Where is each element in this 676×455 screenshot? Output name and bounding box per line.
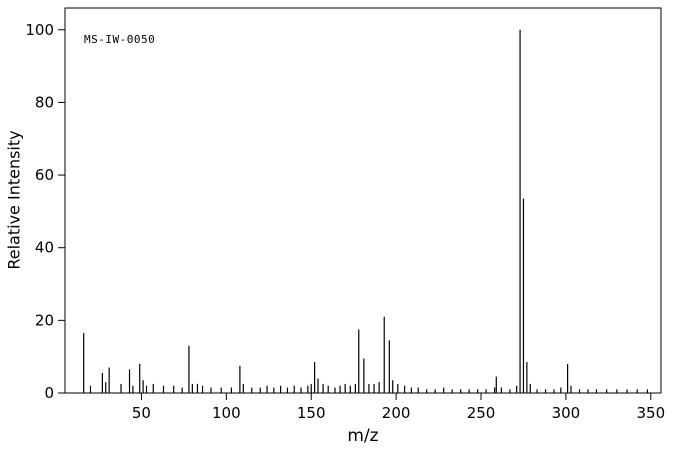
x-tick-label: 50 bbox=[132, 404, 151, 422]
x-axis-title: m/z bbox=[347, 426, 379, 446]
plot-frame bbox=[64, 7, 662, 394]
y-tick-label: 20 bbox=[35, 311, 54, 329]
x-tick-label: 100 bbox=[212, 404, 241, 422]
y-tick-label: 80 bbox=[35, 93, 54, 111]
y-axis-title: Relative Intensity bbox=[4, 130, 24, 270]
y-tick-label: 100 bbox=[25, 21, 54, 39]
x-tick-label: 300 bbox=[552, 404, 581, 422]
spectrum-id-label: MS-IW-0050 bbox=[84, 33, 156, 46]
x-tick-label: 200 bbox=[382, 404, 411, 422]
y-tick-label: 40 bbox=[35, 239, 54, 257]
x-tick-label: 350 bbox=[636, 404, 665, 422]
x-tick-label: 250 bbox=[467, 404, 496, 422]
x-tick-label: 150 bbox=[297, 404, 326, 422]
y-tick-label: 60 bbox=[35, 166, 54, 184]
y-tick-label: 0 bbox=[44, 384, 54, 402]
